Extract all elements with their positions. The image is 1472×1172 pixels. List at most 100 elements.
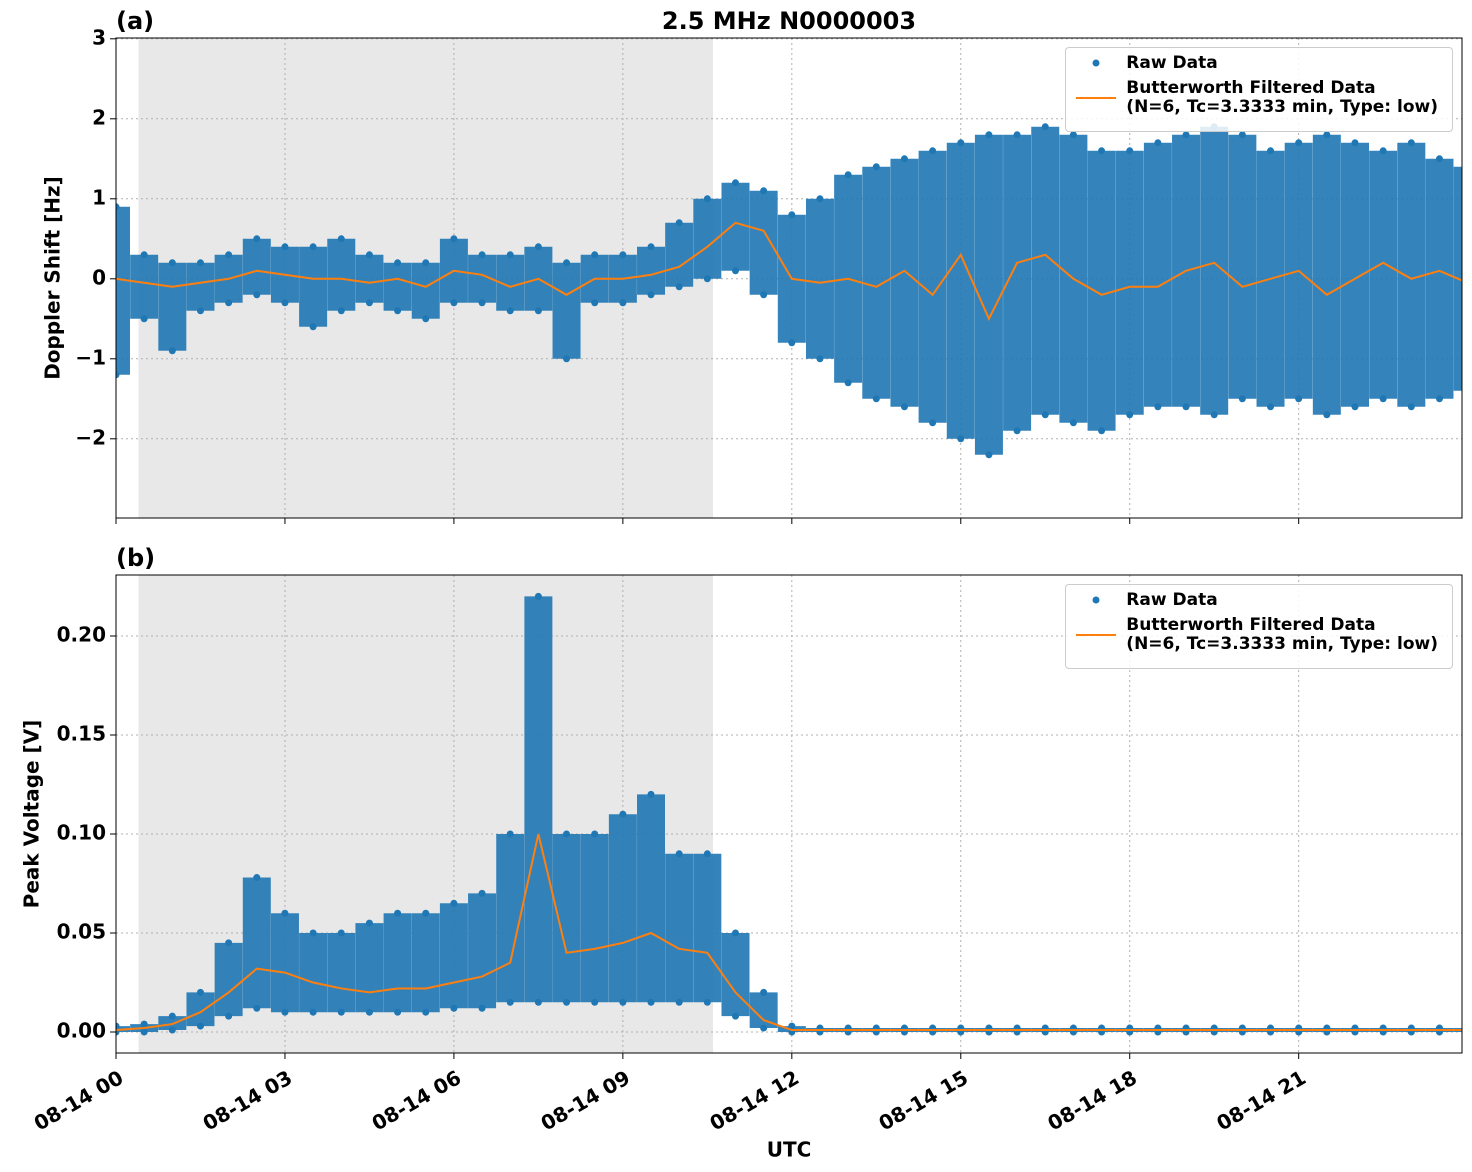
raw-point: [1154, 139, 1162, 147]
legend-text: Raw Data: [1126, 53, 1218, 73]
raw-point: [1126, 147, 1134, 155]
panel-label: (a): [116, 7, 154, 35]
raw-point: [422, 315, 430, 323]
raw-point: [731, 1012, 739, 1020]
raw-point: [1098, 427, 1106, 435]
raw-point: [394, 1008, 402, 1016]
raw-point: [900, 403, 908, 411]
x-tick-label: 08-14 00: [30, 1065, 128, 1135]
axes-frame: [115, 37, 1463, 519]
raw-point: [394, 307, 402, 315]
raw-key: [1092, 59, 1100, 67]
raw-point: [281, 1008, 289, 1016]
raw-point: [309, 243, 317, 251]
raw-point: [957, 435, 965, 443]
raw-point: [647, 998, 655, 1006]
raw-point: [1379, 395, 1387, 403]
raw-point: [647, 243, 655, 251]
raw-point: [563, 998, 571, 1006]
raw-point: [478, 889, 486, 897]
raw-point: [253, 1004, 261, 1012]
raw-point: [703, 850, 711, 858]
raw-point: [506, 830, 514, 838]
raw-point: [1041, 411, 1049, 419]
raw-point: [1435, 395, 1443, 403]
raw-point: [731, 179, 739, 187]
raw-point: [1295, 139, 1303, 147]
y-tick-label: 1: [92, 185, 106, 209]
raw-point: [225, 1012, 233, 1020]
raw-point: [450, 235, 458, 243]
raw-point: [225, 251, 233, 259]
raw-point: [563, 830, 571, 838]
raw-point: [116, 371, 120, 379]
raw-point: [309, 1008, 317, 1016]
raw-point: [225, 939, 233, 947]
raw-point: [422, 259, 430, 267]
raw-point: [816, 355, 824, 363]
x-tick-label: 08-14 09: [537, 1065, 635, 1135]
y-axis-label: Doppler Shift [Hz]: [41, 176, 65, 380]
raw-point: [647, 790, 655, 798]
raw-point: [506, 251, 514, 259]
raw-point: [1464, 1025, 1471, 1032]
raw-point: [1464, 1029, 1471, 1036]
raw-point: [1069, 419, 1077, 427]
raw-point: [196, 988, 204, 996]
legend-entry: Raw Data: [1074, 591, 1438, 610]
raw-point: [675, 850, 683, 858]
raw-point: [337, 307, 345, 315]
raw-point: [394, 909, 402, 917]
raw-point: [760, 988, 768, 996]
x-tick-label: 08-14 18: [1043, 1065, 1141, 1135]
legend: Raw Data Butterworth Filtered Data (N=6, …: [1065, 584, 1453, 669]
legend-text: Butterworth Filtered Data (N=6, Tc=3.333…: [1126, 78, 1438, 117]
raw-point: [337, 235, 345, 243]
raw-point: [168, 1012, 176, 1020]
raw-point: [281, 909, 289, 917]
y-tick-label: 0.00: [57, 1019, 106, 1043]
raw-point: [365, 919, 373, 927]
x-tick-label: 08-14 15: [874, 1065, 972, 1135]
chart-title: 2.5 MHz N0000003: [662, 7, 916, 35]
y-tick-label: 0.20: [57, 622, 106, 646]
raw-point: [196, 1022, 204, 1030]
raw-point: [619, 251, 627, 259]
raw-point: [760, 187, 768, 195]
x-tick-label: 08-14 21: [1212, 1065, 1310, 1135]
raw-point: [816, 195, 824, 203]
raw-key: [1092, 596, 1100, 604]
raw-point: [929, 419, 937, 427]
raw-point: [450, 899, 458, 907]
legend-entry: Butterworth Filtered Data (N=6, Tc=3.333…: [1074, 616, 1438, 654]
raw-point: [1379, 147, 1387, 155]
raw-point: [309, 929, 317, 937]
raw-point: [872, 395, 880, 403]
raw-point: [478, 299, 486, 307]
raw-point: [844, 171, 852, 179]
raw-point: [168, 1026, 176, 1034]
raw-point: [1041, 123, 1049, 131]
raw-point: [929, 147, 937, 155]
raw-point: [731, 267, 739, 275]
legend-key: [1074, 591, 1118, 610]
raw-point: [196, 307, 204, 315]
raw-point: [703, 195, 711, 203]
raw-point: [140, 1028, 148, 1036]
raw-point: [1407, 139, 1415, 147]
raw-point: [478, 1004, 486, 1012]
raw-point: [591, 998, 599, 1006]
raw-point: [1154, 403, 1162, 411]
raw-point: [675, 219, 683, 227]
raw-point: [422, 1008, 430, 1016]
axes-frame: [115, 574, 1463, 1054]
raw-point: [647, 291, 655, 299]
raw-point: [116, 203, 120, 211]
legend-entry: Butterworth Filtered Data (N=6, Tc=3.333…: [1074, 79, 1438, 117]
raw-point: [563, 259, 571, 267]
raw-point: [253, 291, 261, 299]
legend-text: Butterworth Filtered Data (N=6, Tc=3.333…: [1126, 615, 1438, 654]
raw-point: [900, 155, 908, 163]
raw-point: [872, 163, 880, 171]
raw-point: [1013, 427, 1021, 435]
